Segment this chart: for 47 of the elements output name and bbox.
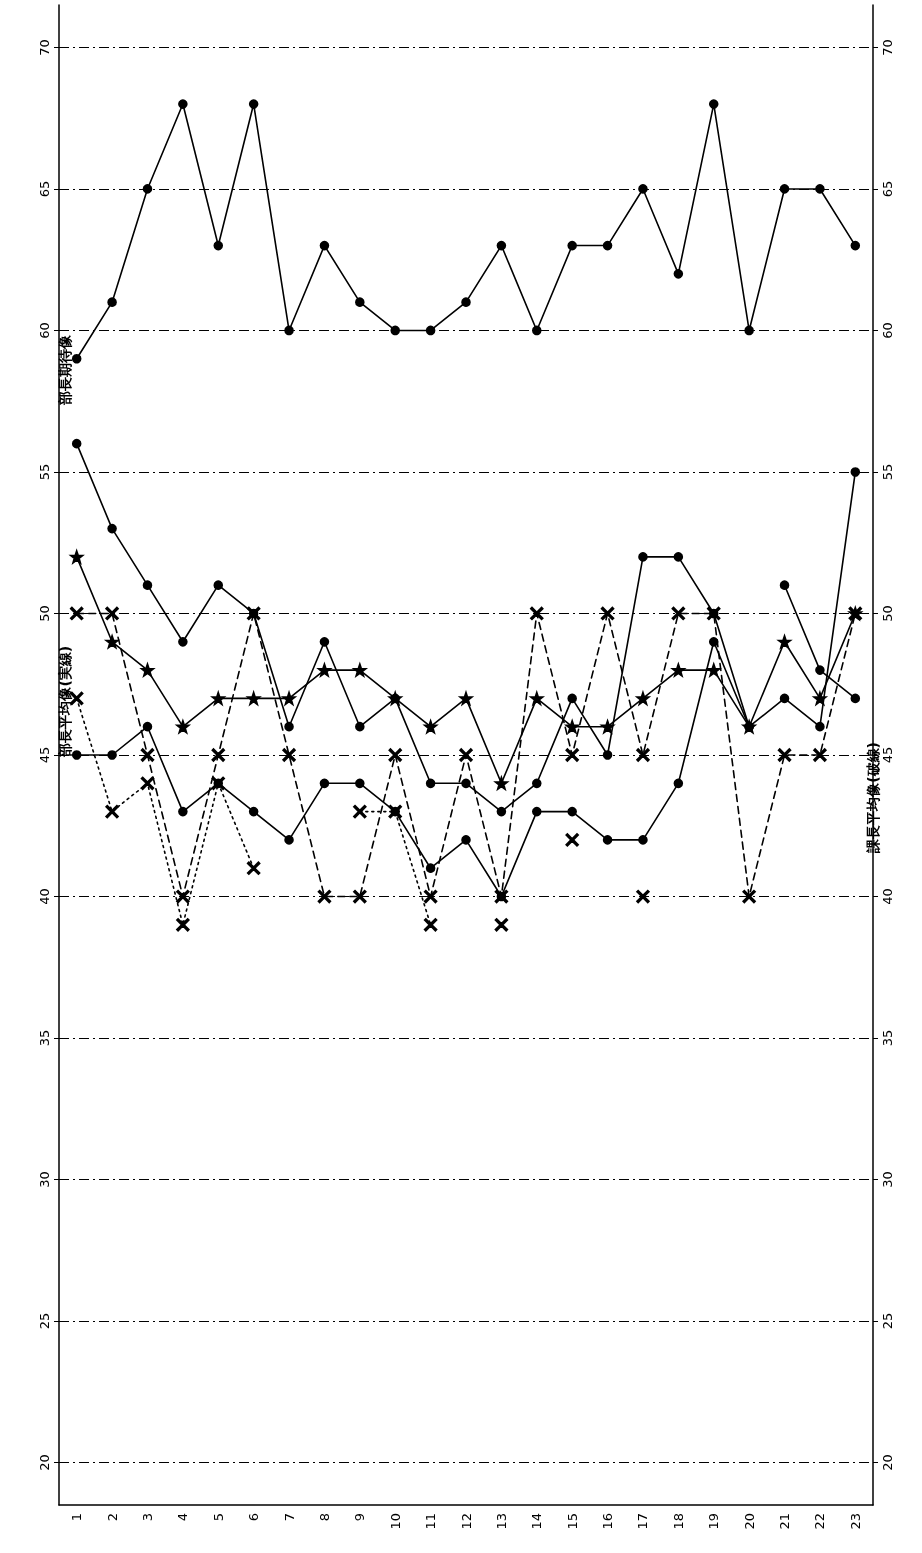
y-tick-label: 55	[37, 463, 52, 481]
annotation: 課長平均像(破線)	[865, 742, 882, 854]
y2-tick-label: 70	[880, 39, 895, 56]
annotation: 部長期待像	[56, 334, 73, 407]
y-tick-label: 50	[37, 605, 52, 622]
x-tick-label: 3	[139, 1513, 155, 1522]
y-tick-label: 70	[37, 39, 52, 56]
y-tick-label: 25	[37, 1312, 52, 1330]
y-tick-label: 20	[37, 1454, 52, 1471]
x-tick-label: 6	[246, 1513, 262, 1522]
x-tick-label: 15	[564, 1513, 580, 1530]
y2-tick-label: 55	[880, 463, 895, 481]
y2-tick-label: 30	[880, 1171, 895, 1188]
y2-tick-label: 50	[880, 605, 895, 622]
x-tick-label: 1	[69, 1513, 85, 1522]
y2-tick-label: 35	[880, 1029, 895, 1047]
x-tick-label: 13	[493, 1513, 509, 1530]
x-tick-label: 21	[777, 1513, 793, 1530]
x-tick-label: 2	[104, 1513, 120, 1522]
y-tick-label: 60	[37, 322, 52, 339]
y-tick-label: 40	[37, 888, 52, 905]
x-tick-label: 16	[600, 1513, 616, 1530]
x-tick-label: 5	[210, 1513, 226, 1522]
y2-tick-label: 65	[880, 180, 895, 198]
y-tick-label: 35	[37, 1029, 52, 1047]
x-tick-label: 8	[316, 1513, 332, 1522]
x-tick-label: 18	[670, 1513, 686, 1530]
x-tick-label: 9	[352, 1513, 368, 1522]
x-tick-label: 12	[458, 1513, 474, 1530]
x-tick-label: 10	[387, 1513, 403, 1530]
x-tick-label: 14	[529, 1513, 545, 1530]
x-tick-label: 19	[706, 1513, 722, 1530]
x-tick-label: 23	[847, 1513, 863, 1530]
y-tick-label: 65	[37, 180, 52, 198]
y2-tick-label: 60	[880, 322, 895, 339]
x-tick-label: 20	[741, 1513, 757, 1530]
y2-tick-label: 25	[880, 1312, 895, 1330]
x-tick-label: 11	[423, 1513, 439, 1530]
x-tick-label: 4	[175, 1513, 191, 1522]
y2-tick-label: 20	[880, 1454, 895, 1471]
y-tick-label: 30	[37, 1171, 52, 1188]
y2-tick-label: 45	[880, 746, 895, 764]
y2-tick-label: 40	[880, 888, 895, 905]
x-tick-label: 17	[635, 1513, 651, 1530]
y-tick-label: 45	[37, 746, 52, 764]
x-tick-label: 7	[281, 1513, 297, 1522]
x-tick-label: 22	[812, 1513, 828, 1530]
